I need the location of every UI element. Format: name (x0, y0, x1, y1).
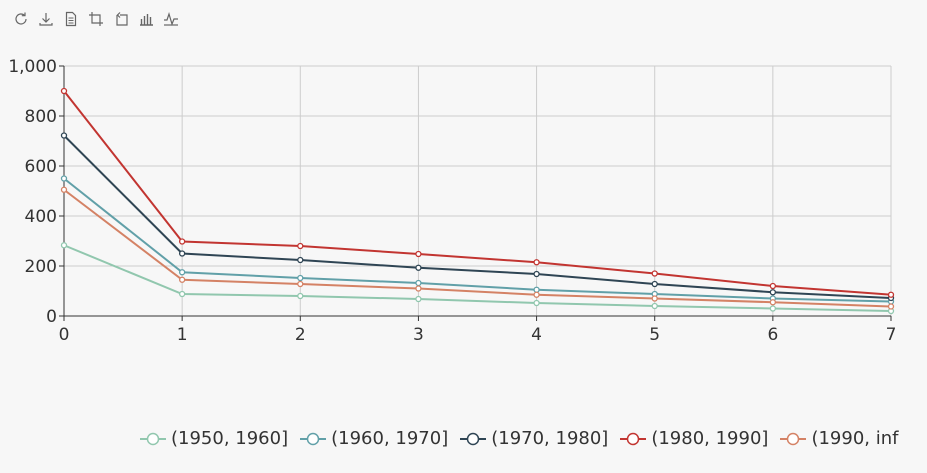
series-line (63, 134, 892, 299)
x-tick-label: 4 (531, 325, 542, 345)
line-chart-icon[interactable] (162, 10, 180, 28)
legend-label: (1980, 1990] (651, 428, 769, 449)
data-point (651, 280, 658, 288)
legend-item[interactable]: (1950, 1960] (140, 428, 288, 449)
y-tick-label: 1,000 (8, 57, 57, 77)
y-tick-label: 800 (25, 107, 57, 127)
series-line (63, 177, 892, 303)
data-point (533, 286, 540, 293)
data-point (887, 291, 895, 298)
data-point (297, 292, 304, 300)
data-zoom-reset-icon[interactable] (112, 10, 130, 28)
restore-icon[interactable] (12, 10, 30, 28)
legend-item[interactable]: (1970, 1980] (460, 428, 608, 449)
data-point (178, 290, 186, 298)
data-view-icon[interactable] (62, 10, 80, 28)
data-point (769, 289, 777, 296)
legend-item[interactable]: (1960, 1970] (300, 428, 448, 449)
y-tick-label: 400 (25, 207, 57, 227)
data-point (297, 242, 304, 250)
legend-marker-icon (460, 432, 487, 445)
legend-item[interactable]: (1980, 1990] (620, 428, 768, 449)
data-point (415, 264, 422, 271)
data-point (178, 269, 186, 276)
y-tick-label: 200 (25, 257, 57, 277)
data-point (533, 291, 540, 298)
data-point (178, 238, 186, 245)
data-zoom-icon[interactable] (87, 10, 105, 28)
data-point (651, 295, 658, 302)
legend-marker-icon (300, 432, 327, 445)
data-point (60, 87, 68, 95)
chart-legend: (1950, 1960] (1960, 1970] (1970, 1980] (198… (140, 428, 898, 449)
data-point (887, 303, 895, 310)
data-point (769, 282, 777, 290)
data-point (297, 280, 304, 288)
x-tick-label: 6 (767, 325, 778, 345)
data-point (297, 274, 304, 282)
toolbox (12, 10, 180, 28)
legend-label: (1960, 1970] (331, 428, 449, 449)
data-point (415, 295, 422, 303)
data-point (60, 186, 68, 193)
data-point (60, 242, 68, 249)
data-point (533, 259, 540, 266)
bar-chart-icon[interactable] (137, 10, 155, 28)
legend-label: (1950, 1960] (171, 428, 289, 449)
save-as-image-icon[interactable] (37, 10, 55, 28)
legend-marker-icon (620, 432, 647, 445)
legend-label: (1990, inf (811, 428, 899, 449)
x-tick-label: 5 (649, 325, 660, 345)
data-point (60, 175, 68, 182)
x-tick-label: 3 (413, 325, 424, 345)
x-tick-label: 7 (886, 325, 897, 345)
data-point (651, 302, 658, 310)
data-point (178, 250, 186, 257)
legend-marker-icon (780, 432, 807, 445)
series-line (63, 90, 892, 296)
data-point (415, 285, 422, 292)
data-point (60, 132, 68, 139)
x-tick-label: 0 (59, 325, 70, 345)
legend-item[interactable]: (1990, inf (780, 428, 898, 449)
series-line (63, 244, 892, 312)
data-point (415, 250, 422, 258)
y-tick-label: 600 (25, 157, 57, 177)
legend-label: (1970, 1980] (491, 428, 609, 449)
data-point (769, 299, 777, 306)
data-point (415, 279, 422, 287)
x-tick-label: 2 (295, 325, 306, 345)
data-point (533, 299, 540, 307)
y-tick-label: 0 (46, 307, 57, 327)
legend-marker-icon (140, 432, 166, 445)
series-line (63, 188, 892, 308)
data-point (297, 256, 304, 264)
x-tick-label: 1 (177, 325, 188, 345)
data-point (769, 305, 777, 312)
data-point (533, 270, 540, 278)
data-point (178, 276, 186, 283)
data-point (651, 270, 658, 277)
